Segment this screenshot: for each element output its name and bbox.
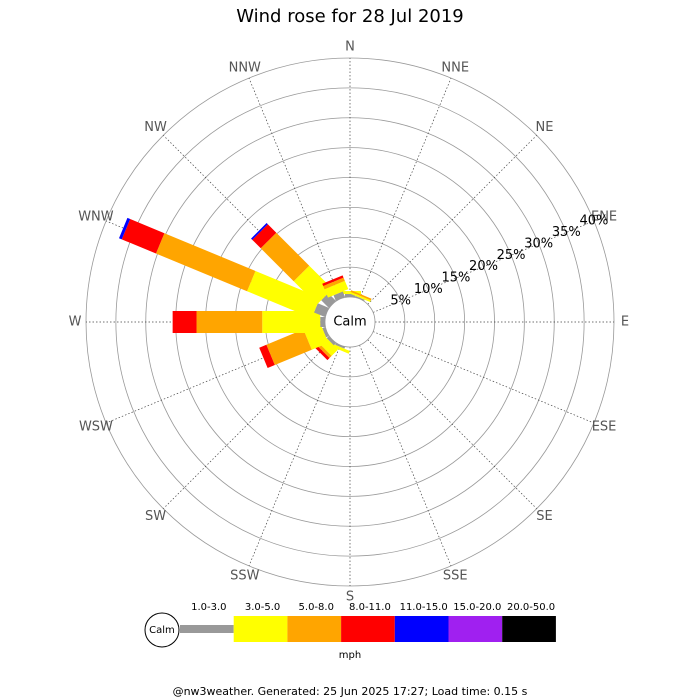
y-tick-label: 10% [414,282,443,297]
bar-segment [333,291,346,301]
legend-calm-label: Calm [149,625,175,636]
bar-segment [313,303,329,318]
bar-segment [293,265,333,305]
bar-segment [196,311,263,333]
legend-swatch [287,616,342,642]
y-tick-label: 40% [579,213,608,228]
calm-label: Calm [333,315,366,330]
legend-swatch [394,616,449,642]
legend-swatch [448,616,503,642]
direction-label: ESE [592,420,617,435]
chart-title: Wind rose for 28 Jul 2019 [236,6,464,27]
direction-label: NW [144,120,167,135]
legend-calm-circle [144,612,180,648]
bar-segment [262,311,321,333]
bar-segment [251,223,268,240]
bar-segment [345,294,355,297]
y-tick-label: 35% [552,225,581,240]
spoke [248,77,341,300]
direction-label: ENE [591,209,617,224]
direction-label: SW [145,509,166,524]
bar-segment [172,311,197,333]
bar-segment [335,343,346,349]
legend-label: 15.0-20.0 [453,602,501,613]
bar-segment [260,232,310,282]
legend-swatch [180,625,234,633]
spoke [372,331,595,424]
spoke [367,339,537,509]
calm-circle [324,296,376,348]
bar-segment [259,344,275,369]
spoke [372,220,595,313]
legend-label: 11.0-15.0 [400,602,448,613]
legend-swatch [502,616,556,642]
bar-segment [323,277,345,290]
y-tick-label: 30% [524,236,553,251]
direction-label: WSW [79,420,113,435]
direction-label: W [69,315,82,330]
legend-swatch [341,616,395,642]
bar-segment [350,290,372,301]
spoke [163,339,333,509]
bar-segment [320,317,325,327]
bar-segment [324,280,349,298]
bar-segment [155,233,256,292]
bar-segment [266,329,312,366]
bar-segment [328,342,350,354]
direction-label: SSE [443,569,468,584]
direction-label: SE [536,509,552,524]
direction-label: E [621,315,629,330]
direction-label: SSW [230,569,260,584]
direction-label: WNW [78,209,114,224]
bar-segment [121,219,165,254]
bar-segment [326,336,336,346]
y-tick-label: 25% [497,248,526,263]
bar-segment [349,291,371,303]
bar-segment [252,224,277,249]
direction-label: N [345,40,355,55]
spoke [248,344,341,567]
direction-label: NNE [441,60,469,75]
grid-ring [115,87,585,557]
direction-label: S [346,590,354,605]
spoke [359,344,452,567]
spoke [367,135,537,305]
footer: @nw3weather. Generated: 25 Jun 2025 17:2… [173,685,528,698]
bar-segment [354,295,365,301]
bar-segment [322,275,344,286]
legend-swatch [233,616,288,642]
y-tick-label: 5% [390,294,411,309]
legend-label: 8.0-11.0 [349,602,391,613]
legend-label: 20.0-50.0 [507,602,555,613]
legend-label: 5.0-8.0 [299,602,334,613]
direction-label: NE [535,120,553,135]
y-tick-label: 15% [441,271,470,286]
legend-label: 1.0-3.0 [191,602,226,613]
y-tick-label: 20% [469,259,498,274]
legend-unit: mph [339,650,361,661]
bar-segment [247,270,321,319]
direction-label: NNW [229,60,261,75]
spoke [359,77,452,300]
bar-segment [118,217,131,240]
bar-segment [322,326,329,338]
legend-label: 3.0-5.0 [245,602,280,613]
